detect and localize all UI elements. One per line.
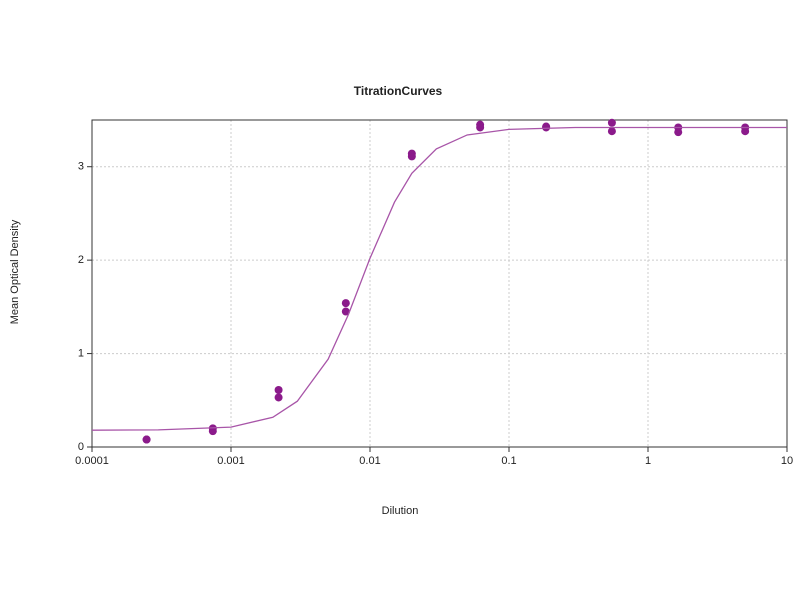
x-tick-label: 0.01	[359, 455, 380, 467]
data-point	[476, 123, 485, 132]
y-tick-label: 0	[78, 441, 84, 453]
x-tick-label: 10	[781, 455, 793, 467]
data-point	[607, 127, 616, 136]
data-point	[274, 393, 283, 402]
plot-frame	[91, 119, 788, 448]
data-point	[542, 123, 551, 132]
x-tick-label: 0.0001	[75, 455, 109, 467]
x-tick-label: 1	[645, 455, 651, 467]
x-tick-label: 0.1	[501, 455, 516, 467]
x-axis-label: Dilution	[382, 505, 419, 517]
data-point	[208, 427, 217, 436]
fit-curve	[91, 126, 787, 431]
data-point	[142, 435, 151, 444]
data-point	[407, 152, 416, 161]
y-tick-label: 1	[78, 347, 84, 359]
x-tick-label: 0.001	[217, 455, 245, 467]
data-point	[741, 127, 750, 136]
y-axis-label: Mean Optical Density	[9, 219, 21, 324]
data-point	[674, 128, 683, 137]
y-tick-label: 2	[78, 254, 84, 266]
data-point	[341, 307, 350, 316]
data-point	[341, 299, 350, 308]
chart-title: TitrationCurves	[354, 84, 443, 98]
data-point	[607, 118, 616, 127]
y-tick-label: 3	[78, 161, 84, 173]
data-point	[274, 386, 283, 395]
